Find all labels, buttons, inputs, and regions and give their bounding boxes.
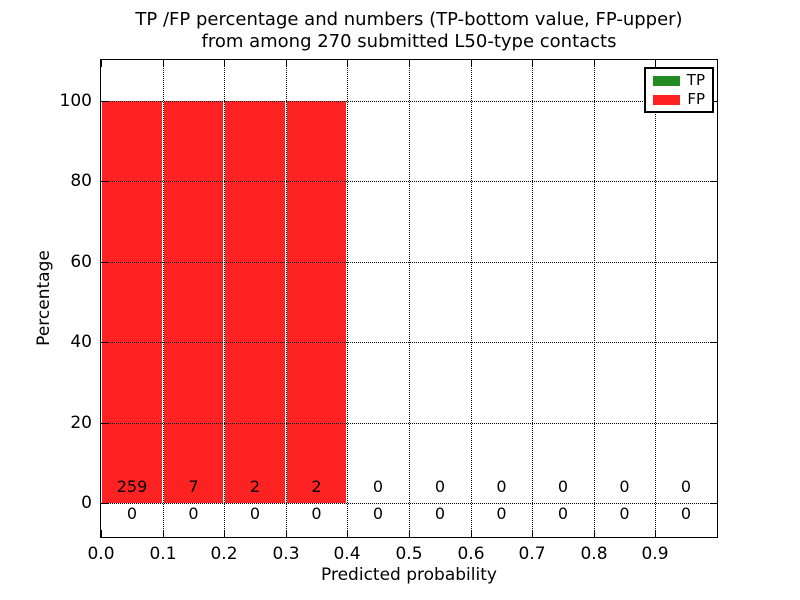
x-tick-label: 0.6	[457, 544, 485, 564]
tp-count-label: 0	[188, 504, 199, 523]
fp-count-label: 0	[619, 477, 630, 496]
y-gridline	[101, 262, 717, 263]
y-tick-label: 80	[70, 171, 92, 191]
fp-count-label: 0	[680, 477, 692, 496]
x-tick-label: 0.4	[333, 544, 361, 564]
legend-item: FP	[653, 92, 705, 107]
x-gridline	[471, 60, 472, 537]
y-tick-mark	[101, 423, 108, 424]
plot-area: TP FP 0 0 0 0 0 0 0 0 0 0 259 7 2 2 0 0 0 0 0 0	[100, 59, 718, 538]
y-gridline	[101, 181, 717, 182]
x-tick-mark	[471, 60, 472, 67]
legend-label: TP	[686, 71, 705, 89]
x-tick-mark	[594, 530, 595, 537]
y-gridline	[101, 101, 717, 102]
fp-count-label: 0	[496, 477, 507, 496]
x-tick-label: 0.3	[272, 544, 300, 564]
y-tick-mark	[710, 503, 717, 504]
y-tick-label: 60	[70, 252, 92, 272]
x-tick-mark	[224, 60, 225, 67]
y-tick-mark	[710, 423, 717, 424]
x-tick-mark	[101, 60, 102, 67]
x-tick-mark	[101, 530, 102, 537]
y-tick-mark	[101, 101, 108, 102]
tp-count-label: 0	[619, 504, 630, 523]
tp-count-label: 0	[557, 504, 569, 523]
y-tick-mark	[101, 503, 108, 504]
x-tick-label: 0.7	[518, 544, 546, 564]
y-tick-mark	[101, 342, 108, 343]
legend: TP FP	[644, 67, 714, 113]
chart-title-line1: TP /FP percentage and numbers (TP-bottom…	[135, 9, 683, 30]
y-gridline	[101, 423, 717, 424]
y-tick-label: 100	[59, 91, 92, 111]
x-tick-mark	[347, 60, 348, 67]
y-tick-label: 40	[70, 332, 92, 352]
x-tick-label: 0.5	[395, 544, 423, 564]
fp-bar	[164, 101, 223, 503]
y-gridline	[101, 342, 717, 343]
fp-bar	[287, 101, 346, 503]
y-tick-label: 0	[81, 493, 92, 513]
chart-title: TP /FP percentage and numbers (TP-bottom…	[100, 9, 718, 53]
y-tick-mark	[101, 262, 108, 263]
y-tick-label: 20	[70, 413, 92, 433]
x-gridline	[224, 60, 225, 537]
legend-swatch-fp	[653, 94, 680, 105]
tp-count-label: 0	[372, 504, 384, 523]
x-tick-mark	[286, 60, 287, 67]
x-tick-label: 0.1	[149, 544, 177, 564]
x-tick-mark	[224, 530, 225, 537]
fp-count-label: 0	[372, 477, 384, 496]
y-tick-mark	[710, 262, 717, 263]
x-tick-mark	[409, 60, 410, 67]
x-tick-label: 0.8	[580, 544, 608, 564]
x-tick-mark	[532, 530, 533, 537]
fp-bar	[102, 101, 162, 503]
tp-count-label: 0	[249, 504, 261, 523]
x-gridline	[594, 60, 595, 537]
legend-swatch-tp	[653, 75, 680, 86]
tp-count-label: 0	[311, 504, 322, 523]
x-gridline	[532, 60, 533, 537]
x-gridline	[286, 60, 287, 537]
y-tick-mark	[710, 181, 717, 182]
x-tick-mark	[532, 60, 533, 67]
tp-count-label: 0	[126, 504, 138, 523]
x-tick-label: 0.9	[641, 544, 669, 564]
x-tick-mark	[471, 530, 472, 537]
y-tick-mark	[101, 181, 108, 182]
x-tick-mark	[655, 530, 656, 537]
y-tick-mark	[710, 342, 717, 343]
x-gridline	[655, 60, 656, 537]
fp-count-label: 7	[188, 477, 199, 496]
legend-item: TP	[653, 73, 705, 88]
x-tick-mark	[409, 530, 410, 537]
x-tick-label: 0.0	[87, 544, 115, 564]
x-tick-mark	[594, 60, 595, 67]
legend-label: FP	[687, 90, 705, 108]
x-tick-mark	[347, 530, 348, 537]
x-axis-label: Predicted probability	[321, 565, 497, 585]
fp-count-label: 0	[434, 477, 446, 496]
fp-count-label: 2	[249, 477, 261, 496]
chart-title-line2: from among 270 submitted L50-type contac…	[201, 31, 617, 52]
tp-count-label: 0	[680, 504, 692, 523]
x-tick-mark	[286, 530, 287, 537]
fp-count-label: 0	[557, 477, 569, 496]
x-gridline	[163, 60, 164, 537]
fp-bar	[225, 101, 285, 503]
x-gridline	[347, 60, 348, 537]
tp-count-label: 0	[496, 504, 507, 523]
fp-count-label: 2	[311, 477, 322, 496]
tp-count-label: 0	[434, 504, 446, 523]
x-tick-mark	[163, 60, 164, 67]
x-gridline	[409, 60, 410, 537]
y-gridline	[101, 503, 717, 504]
x-tick-mark	[163, 530, 164, 537]
x-tick-mark	[655, 60, 656, 67]
x-tick-label: 0.2	[210, 544, 238, 564]
fp-count-label: 259	[116, 477, 148, 496]
